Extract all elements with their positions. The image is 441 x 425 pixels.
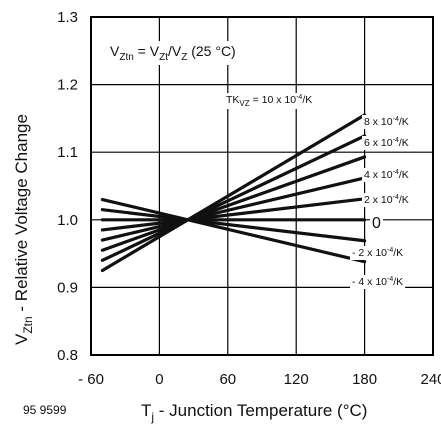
series-label-group: 2 x 10-4/K [362,193,411,207]
series-label: 2 x 10-4/K [364,194,409,206]
series-line [100,197,367,264]
series-label-group: 8 x 10-4/K [362,115,411,129]
x-tick-label: 0 [155,371,163,388]
x-tick-label: 120 [284,371,309,388]
series-label: 0 [372,215,381,232]
y-axis-title: VZtn - Relative Voltage Change [12,114,35,345]
series-label-group: TKVZ = 10 x 10-4/K [224,93,315,109]
series-label-background [370,214,383,233]
series-label-background [362,115,411,129]
y-tick-label: 1.3 [57,9,78,26]
formula-annotation: VZtn = VZt/VZ (25 °C) [110,43,236,63]
series-label-group: - 4 x 10-4/K [350,275,406,289]
y-tick-label: 0.9 [57,279,78,296]
x-tick-label: 180 [352,371,377,388]
series-label-background [350,246,406,260]
series-lines [100,113,367,273]
y-tick-label: 1.2 [57,77,78,94]
y-tick-label: 1.1 [57,144,78,161]
y-tick-label: 0.8 [57,347,78,364]
series-label-background [350,275,406,289]
series-label: 6 x 10-4/K [364,137,409,149]
series-label: 8 x 10-4/K [364,116,409,128]
series-labels: TKVZ = 10 x 10-4/K 8 x 10-4/K 6 x 10-4/K 4 … [224,93,411,289]
series-label-background [362,136,411,150]
x-axis-title: Tj - Junction Temperature (°C) [141,401,367,424]
series-line [100,208,367,243]
series-label-background [362,193,411,207]
series-line [100,197,367,232]
formula-background [106,41,240,65]
series-line [100,134,367,262]
document-number: 95 9599 [23,403,67,417]
plot-frame [90,16,434,356]
x-tick-label: - 60 [78,371,104,388]
series-line [100,176,367,242]
series-label-group: - 2 x 10-4/K [350,246,406,260]
series-line [100,155,367,252]
series-label: TKVZ = 10 x 10-4/K [226,94,312,108]
series-label: - 2 x 10-4/K [352,247,403,259]
series-label-group: 4 x 10-4/K [362,168,411,182]
series-label-group: 6 x 10-4/K [362,136,411,150]
series-label-background [224,93,315,109]
x-tick-label: 240 [420,371,441,388]
series-label-group: 0 [370,214,383,233]
series-label-background [362,168,411,182]
series-label: 4 x 10-4/K [364,169,409,181]
x-tick-label: 60 [219,371,236,388]
series-line [100,113,367,273]
series-label: - 4 x 10-4/K [352,276,403,288]
tick-labels: - 60 0 60 120 180 240 0.8 0.9 1.0 1.1 1.2 1.3 [57,9,441,388]
y-tick-label: 1.0 [57,212,78,229]
